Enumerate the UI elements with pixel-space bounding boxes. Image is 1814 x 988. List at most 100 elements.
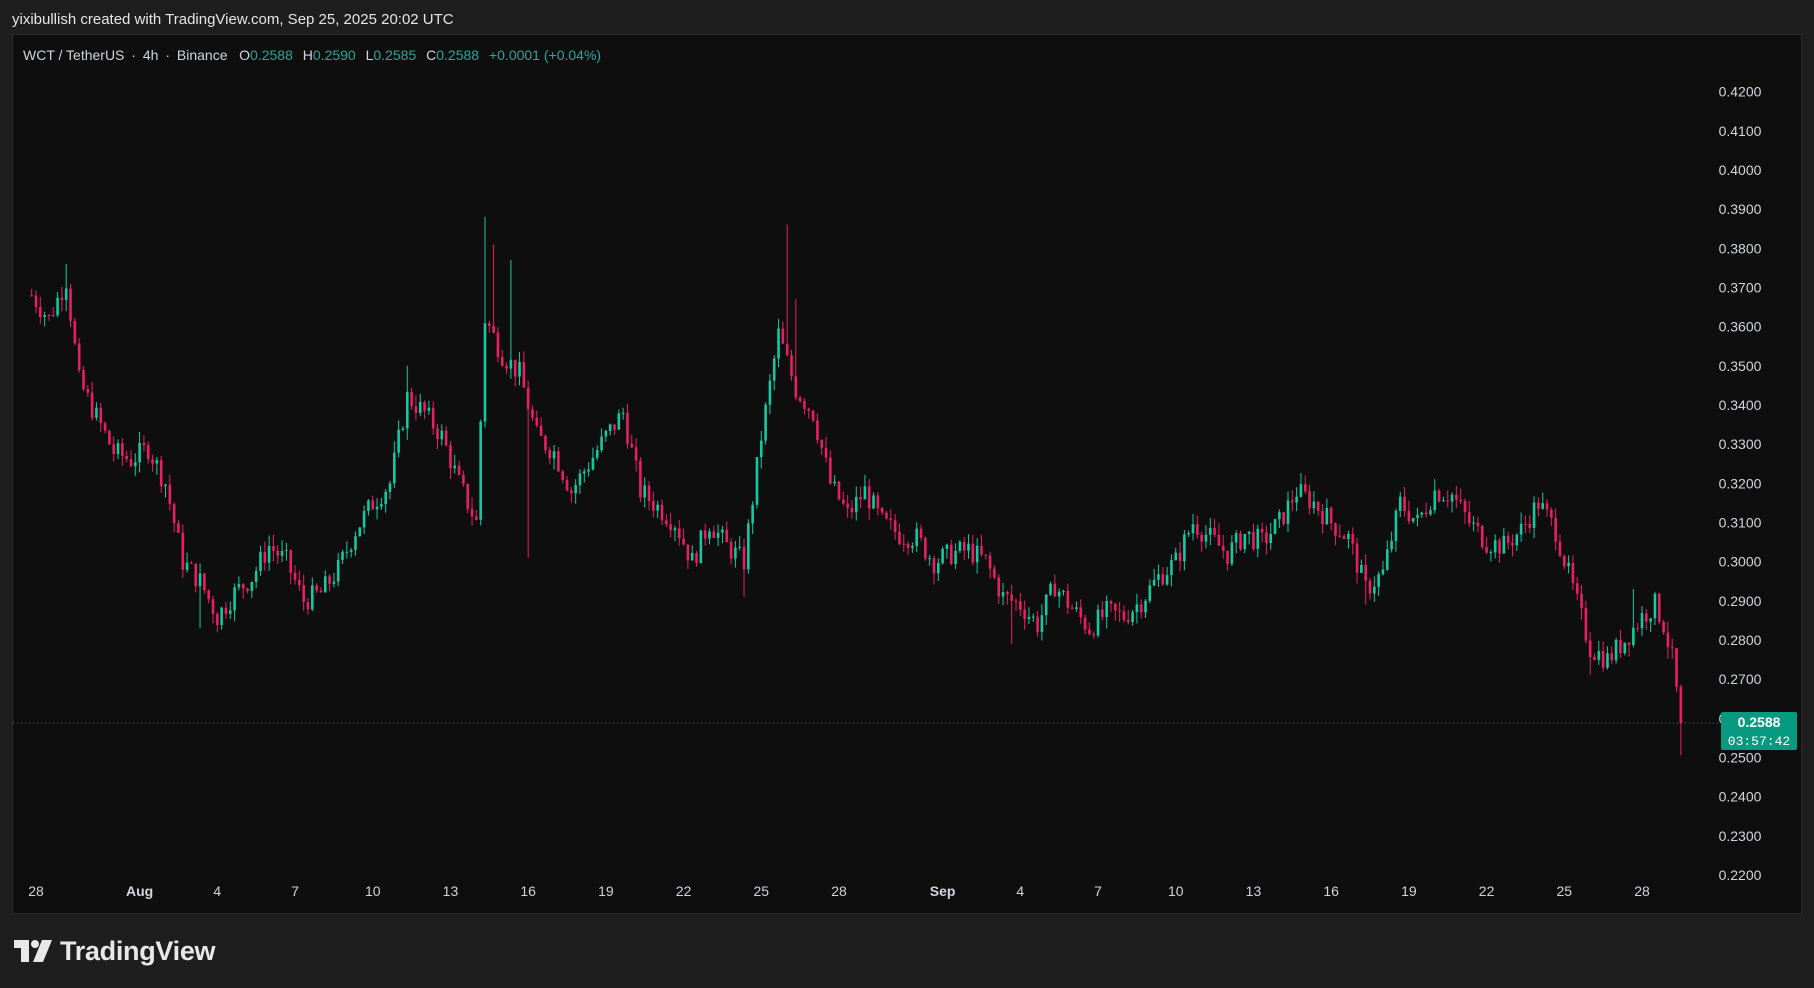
- candle-body: [1619, 639, 1622, 654]
- candle-body: [1213, 527, 1216, 535]
- candle-body: [1580, 593, 1583, 609]
- candle-body: [220, 607, 223, 626]
- candle-body: [1070, 607, 1074, 609]
- candle-body: [82, 370, 85, 390]
- candle-body: [336, 559, 340, 582]
- legend-high: 0.2590: [312, 47, 356, 63]
- candle-body: [1139, 604, 1143, 613]
- candle-body: [466, 483, 470, 509]
- candle-body: [764, 404, 767, 441]
- candle-body: [1278, 512, 1281, 520]
- candle-body: [146, 445, 150, 460]
- candle-body: [1260, 528, 1264, 533]
- candle-body: [772, 358, 776, 381]
- candle-body: [457, 465, 461, 475]
- candle-body: [1463, 501, 1467, 513]
- candle-body: [228, 610, 232, 614]
- legend-open: 0.2588: [250, 47, 293, 63]
- candle-body: [1511, 542, 1514, 546]
- time-tick-label: 10: [1168, 883, 1184, 899]
- candle-body: [1485, 547, 1488, 553]
- candle-body: [518, 361, 521, 377]
- candle-body: [867, 486, 871, 509]
- candle-body: [311, 585, 314, 610]
- candle-body: [928, 558, 931, 560]
- candle-body: [86, 389, 90, 393]
- candle-body: [1187, 533, 1190, 535]
- candle-body: [1234, 533, 1238, 543]
- candle-body: [64, 288, 68, 300]
- candle-body: [1053, 583, 1057, 597]
- legend-exchange: Binance: [176, 47, 228, 63]
- candle-body: [1066, 590, 1070, 608]
- candle-body: [647, 485, 651, 501]
- candle-body: [470, 508, 474, 517]
- tradingview-branding[interactable]: TradingView: [14, 935, 216, 966]
- candle-body: [134, 462, 137, 466]
- candle-body: [483, 323, 487, 422]
- candle-body: [747, 523, 750, 570]
- candle-body: [1364, 565, 1367, 581]
- candle-body: [1265, 532, 1268, 543]
- candle-body: [1610, 653, 1614, 661]
- candle-body: [1480, 526, 1484, 548]
- candle-body: [285, 550, 288, 552]
- candle-body: [436, 428, 439, 440]
- candle-body: [751, 504, 754, 524]
- tradingview-brand-text: TradingView: [60, 935, 216, 966]
- candle-body: [759, 440, 763, 458]
- candle-body: [198, 573, 202, 587]
- candle-body: [1468, 512, 1471, 524]
- time-tick-label: 19: [1401, 883, 1417, 899]
- candle-body: [833, 481, 836, 484]
- candle-body: [1562, 555, 1566, 567]
- candle-body: [418, 402, 422, 413]
- candle-body: [1256, 528, 1260, 549]
- time-tick-label: 7: [1094, 883, 1102, 899]
- candle-body: [980, 545, 983, 555]
- candle-body: [660, 504, 664, 521]
- candle-body: [954, 550, 957, 564]
- candle-body: [293, 572, 297, 580]
- candle-body: [1429, 510, 1432, 515]
- candle-body: [168, 484, 172, 504]
- candle-body: [1645, 613, 1648, 622]
- candle-body: [431, 407, 435, 429]
- price-tick-label: 0.3700: [1719, 279, 1762, 295]
- candle-body: [1360, 565, 1363, 573]
- price-tick-label: 0.3000: [1719, 554, 1762, 570]
- candle-body: [1204, 534, 1208, 542]
- price-tick-label: 0.2800: [1719, 632, 1762, 648]
- candle-body: [237, 583, 241, 588]
- candle-body: [1191, 524, 1195, 534]
- candle-body: [1506, 535, 1510, 543]
- candle-body: [885, 512, 888, 519]
- candle-body: [159, 460, 163, 487]
- candle-body: [1593, 656, 1596, 660]
- candle-body: [108, 430, 111, 445]
- candle-body: [1472, 522, 1475, 524]
- legend-low: 0.2585: [373, 47, 417, 63]
- candle-body: [1493, 540, 1497, 553]
- candle-body: [1321, 510, 1324, 525]
- candle-body: [513, 359, 517, 377]
- candle-body: [967, 543, 970, 551]
- candle-body: [591, 457, 595, 470]
- candle-body: [971, 543, 975, 563]
- price-tick-label: 0.3800: [1719, 240, 1762, 256]
- candle-body: [1273, 519, 1277, 534]
- candle-body: [60, 297, 64, 300]
- candlestick-chart[interactable]: 0.4200 0.4100 0.4000 0.3900 0.3800 0.3700 0.36…: [13, 35, 1801, 913]
- candle-body: [1157, 574, 1160, 580]
- candle-body: [820, 439, 824, 448]
- legend-open-label: O: [239, 47, 251, 63]
- chart-panel[interactable]: 0.4200 0.4100 0.4000 0.3900 0.3800 0.3700 0.36…: [12, 34, 1802, 914]
- candle-body: [1329, 508, 1333, 524]
- candle-body: [1342, 536, 1346, 540]
- candle-body: [1118, 610, 1121, 612]
- candle-body: [1014, 600, 1018, 602]
- candle-body: [794, 376, 798, 398]
- candle-body: [410, 391, 413, 407]
- candle-body: [1627, 642, 1631, 645]
- time-tick-label: 10: [365, 883, 381, 899]
